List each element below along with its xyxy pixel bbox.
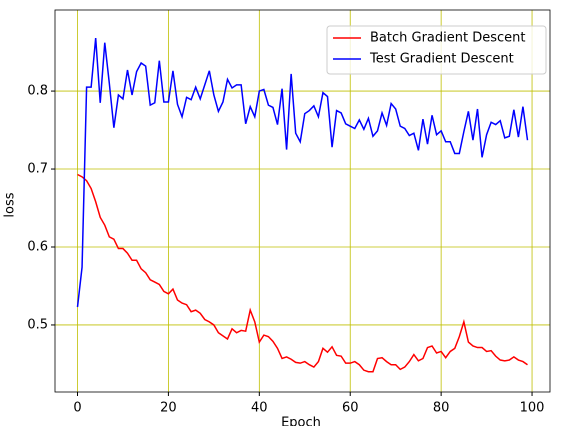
axes-frame [54, 9, 551, 393]
x-tick-label: 100 [520, 401, 545, 416]
data-line [76, 38, 529, 308]
x-tick-label: 20 [160, 401, 177, 416]
x-tick-label: 60 [342, 401, 359, 416]
legend-box [326, 25, 547, 75]
y-tick-label: 0.6 [27, 239, 48, 254]
legend-label: Batch Gradient Descent [370, 31, 525, 46]
x-axis-label: Epoch [281, 416, 321, 426]
x-tick-label: 0 [73, 401, 81, 416]
data-line [77, 173, 528, 373]
y-tick-label: 0.5 [27, 317, 48, 332]
x-tick-label: 80 [433, 401, 450, 416]
y-tick-label: 0.7 [27, 162, 48, 177]
x-tick-label: 40 [251, 401, 268, 416]
legend-label: Test Gradient Descent [369, 52, 514, 67]
y-tick-label: 0.8 [27, 84, 48, 99]
y-axis-label: loss [3, 192, 18, 217]
